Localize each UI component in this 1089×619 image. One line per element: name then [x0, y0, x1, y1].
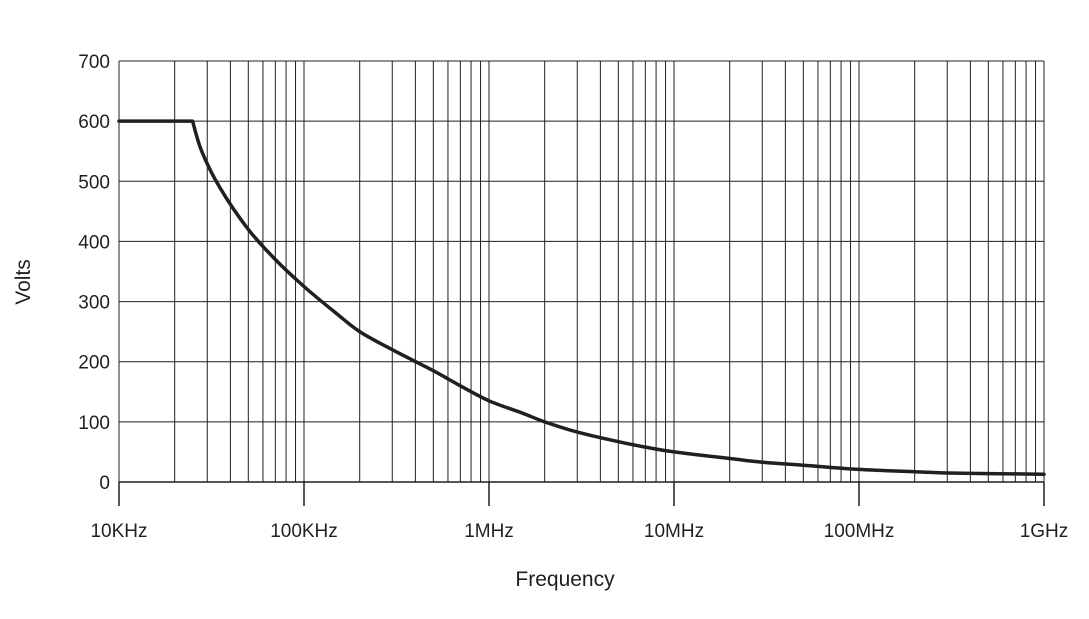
series-line: [117, 119, 1046, 476]
y-tick-label: 400: [78, 232, 110, 253]
x-tick-label: 100MHz: [824, 521, 895, 542]
y-tick-label: 200: [78, 353, 110, 374]
x-axis-ticks: 10KHz 100KHz 1MHz 10MHz 100MHz 1GHz: [90, 482, 1068, 542]
x-tick-label: 10MHz: [644, 521, 704, 542]
x-tick-label: 10KHz: [90, 521, 147, 542]
y-tick-label: 300: [78, 293, 110, 314]
y-tick-label: 100: [78, 413, 110, 434]
x-tick-label: 1GHz: [1020, 521, 1069, 542]
y-tick-label: 600: [78, 112, 110, 133]
y-tick-label: 500: [78, 172, 110, 193]
y-tick-label: 700: [78, 52, 110, 73]
x-axis-title: Frequency: [515, 568, 615, 591]
y-axis-ticks: 0 100 200 300 400 500 600 700: [78, 52, 110, 494]
y-tick-label: 0: [99, 473, 110, 494]
grid: [118, 60, 1045, 483]
x-tick-label: 1MHz: [464, 521, 514, 542]
x-tick-label: 100KHz: [270, 521, 338, 542]
y-axis-title: Volts: [12, 259, 35, 305]
series-group: [117, 119, 1046, 476]
